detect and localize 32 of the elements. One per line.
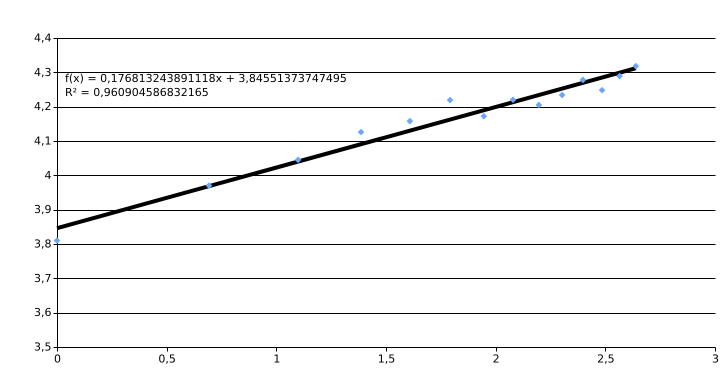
point (294, 156, 302, 164)
y-tick-label: 3,5 (34, 340, 52, 354)
point (536, 102, 542, 108)
point (558, 92, 566, 98)
point (616, 72, 623, 80)
x-tick-label: 1,5 (378, 352, 396, 366)
point (580, 76, 586, 84)
point (598, 86, 606, 94)
x-tick-label: 2 (492, 352, 500, 366)
x-tick-label: 2,5 (597, 352, 615, 366)
point (358, 128, 364, 136)
y-tick-label: 4,1 (34, 134, 52, 148)
y-tick-label: 3,7 (34, 272, 52, 285)
point (480, 112, 488, 120)
y-tick-label: 3,8 (34, 238, 52, 250)
y-tick-label: 4 (44, 168, 52, 182)
point (632, 62, 640, 70)
x-tick-label: 3 (712, 352, 719, 366)
y-tick-label: 4,3 (34, 66, 52, 79)
annotation: f(x) = 0,176813243891118x + 3,84551373747495 (65, 72, 347, 85)
x-tick-label: 1 (273, 352, 280, 366)
y-tick-label: 4,2 (34, 100, 52, 114)
x-tick-label: 0 (54, 352, 61, 366)
y-tick-label: 3,6 (34, 306, 52, 320)
point (510, 96, 516, 104)
annotation: R² = 0,960904586832165 (65, 86, 209, 99)
y-tick-label: 4,4 (34, 32, 52, 44)
y-tick-label: 3,9 (34, 203, 52, 216)
point (446, 96, 454, 104)
point (406, 118, 414, 124)
x-tick-label: 0,5 (158, 352, 176, 366)
point (206, 182, 212, 189)
